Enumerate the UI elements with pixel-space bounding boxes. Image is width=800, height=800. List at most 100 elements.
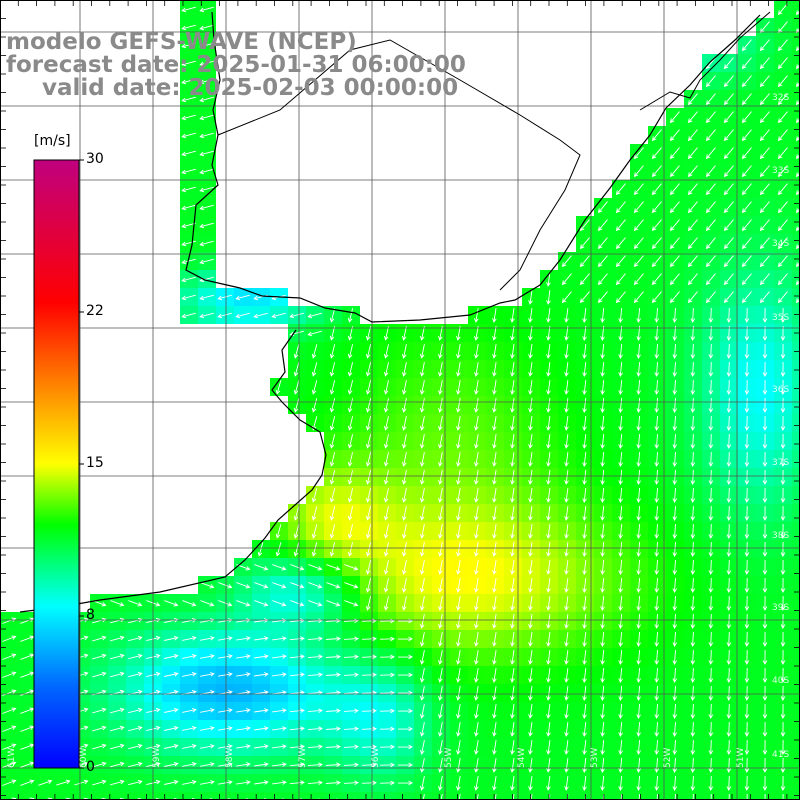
- wind-arrow: [492, 416, 497, 431]
- wind-arrow: [759, 273, 770, 286]
- wind-arrow: [618, 307, 623, 323]
- wind-arrow: [582, 307, 587, 323]
- wind-arrow: [672, 613, 678, 629]
- wind-arrow: [672, 505, 678, 521]
- wind-arrow: [492, 578, 497, 593]
- wind-arrow: [762, 433, 768, 449]
- wind-arrow: [200, 654, 215, 659]
- longitude-label: 52W: [663, 748, 673, 768]
- wind-arrow: [762, 523, 768, 539]
- wind-arrow: [690, 541, 696, 557]
- wind-arrow: [530, 794, 533, 800]
- wind-arrow: [474, 776, 479, 791]
- wind-arrow: [795, 135, 800, 142]
- wind-arrow: [633, 147, 644, 160]
- wind-arrow: [199, 258, 214, 265]
- wind-arrow: [546, 740, 551, 755]
- wind-arrow: [620, 793, 623, 800]
- wind-arrow: [600, 541, 605, 557]
- wind-arrow: [600, 577, 605, 593]
- wind-arrow: [741, 183, 752, 196]
- wind-arrow: [705, 255, 716, 268]
- wind-arrow: [528, 344, 533, 359]
- wind-arrow: [365, 506, 372, 521]
- wind-arrow: [690, 523, 696, 539]
- latitude-label: 36S: [772, 385, 789, 395]
- wind-arrow: [528, 596, 533, 611]
- wind-arrow: [564, 740, 569, 755]
- wind-arrow: [726, 667, 732, 683]
- wind-arrow: [275, 524, 282, 539]
- wind-speed-cell: [126, 792, 144, 800]
- wind-arrow: [290, 582, 305, 589]
- wind-arrow: [726, 361, 732, 377]
- wind-arrow: [546, 488, 551, 503]
- wind-arrow: [218, 708, 233, 713]
- wind-arrow: [600, 595, 605, 611]
- wind-arrow: [307, 762, 323, 767]
- wind-arrow: [419, 776, 425, 791]
- wind-arrow: [254, 654, 269, 659]
- wind-speed-cell: [108, 792, 126, 800]
- wind-arrow: [564, 632, 569, 647]
- wind-arrow: [546, 434, 551, 449]
- wind-arrow: [456, 650, 461, 665]
- wind-arrow: [690, 757, 696, 773]
- wind-arrow: [669, 255, 680, 268]
- wind-arrow: [347, 326, 354, 341]
- wind-arrow: [401, 470, 407, 485]
- wind-arrow: [582, 757, 587, 773]
- wind-arrow: [329, 398, 336, 413]
- wind-arrow: [329, 416, 336, 431]
- wind-arrow: [723, 273, 734, 286]
- wind-arrow: [290, 564, 305, 571]
- wind-arrow: [654, 433, 660, 449]
- wind-arrow: [708, 361, 714, 377]
- wind-arrow: [128, 761, 143, 768]
- wind-arrow: [422, 794, 425, 800]
- wind-arrow: [636, 415, 641, 431]
- wind-arrow: [199, 60, 214, 67]
- wind-arrow: [615, 237, 626, 250]
- wind-arrow: [600, 523, 605, 539]
- wind-arrow: [492, 344, 497, 359]
- wind-arrow: [510, 650, 515, 665]
- wind-arrow: [92, 653, 107, 660]
- wind-arrow: [672, 577, 678, 593]
- wind-arrow: [780, 757, 786, 773]
- wind-arrow: [289, 744, 305, 749]
- wind-arrow: [218, 726, 233, 731]
- wind-arrow: [708, 541, 714, 557]
- wind-arrow: [762, 649, 768, 665]
- wind-arrow: [307, 636, 323, 641]
- wind-arrow: [343, 654, 359, 660]
- wind-arrow: [762, 631, 768, 647]
- wind-arrow: [419, 650, 425, 665]
- wind-arrow: [564, 470, 569, 485]
- wind-arrow: [199, 42, 214, 49]
- wind-arrow: [636, 505, 641, 521]
- wind-arrow: [759, 201, 770, 214]
- wind-arrow: [365, 344, 372, 359]
- wind-arrow: [344, 564, 359, 571]
- wind-arrow: [741, 75, 752, 88]
- wind-arrow: [672, 649, 678, 665]
- wind-arrow: [633, 219, 644, 232]
- wind-arrow: [618, 469, 623, 485]
- latitude-label: 37S: [772, 458, 789, 468]
- longitude-label: 53W: [590, 748, 600, 768]
- wind-arrow: [528, 362, 533, 377]
- wind-arrow: [456, 596, 461, 611]
- wind-arrow: [438, 560, 443, 575]
- wind-arrow: [546, 686, 551, 701]
- wind-speed-cell: [270, 792, 288, 800]
- wind-speed-cell: [234, 792, 252, 800]
- wind-arrow: [564, 542, 569, 557]
- wind-arrow: [672, 379, 678, 395]
- wind-arrow: [181, 294, 196, 301]
- plata-north-shore: [217, 39, 581, 291]
- wind-arrow: [780, 397, 786, 413]
- wind-arrow: [383, 524, 389, 539]
- wind-arrow: [401, 560, 407, 575]
- wind-arrow: [759, 57, 770, 70]
